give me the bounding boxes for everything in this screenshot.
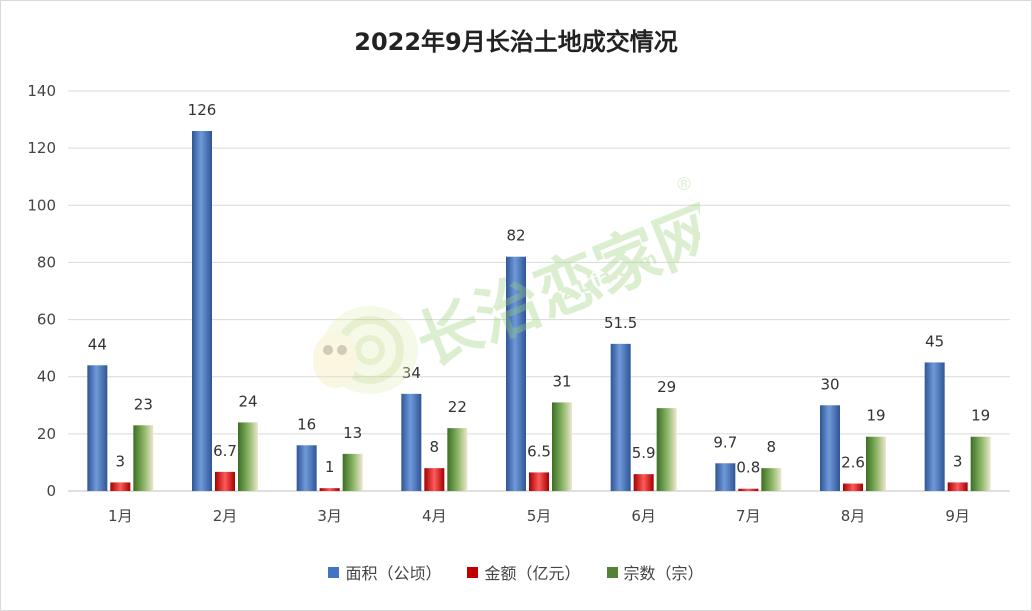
legend: 面积（公顷） 金额（亿元） 宗数（宗） [0,560,1032,584]
y-tick-label: 100 [27,196,56,214]
x-tick-label: 7月 [736,507,761,525]
data-label-s2-4: 31 [552,372,571,390]
data-label-s2-1: 24 [238,392,257,410]
legend-item-2: 宗数（宗） [606,560,704,584]
data-label-s2-5: 29 [657,378,676,396]
x-tick-label: 2月 [213,507,238,525]
legend-swatch [606,566,618,578]
legend-swatch [328,566,340,578]
bar-s2-4 [552,402,572,491]
bar-s2-7 [866,436,886,491]
bar-s0-6 [715,463,736,491]
legend-item-0: 面积（公顷） [328,560,441,584]
x-tick-label: 3月 [317,507,342,525]
bar-s1-7 [843,483,863,491]
legend-item-1: 金额（亿元） [467,560,581,584]
watermark-logo: 长治恋家网 cz.Ljia.com ® [313,174,700,394]
bar-s1-1 [215,471,235,491]
chart-title: 2022年9月长治土地成交情况 [354,28,678,56]
bar-s1-5 [633,474,654,491]
legend-swatch [467,566,479,578]
x-tick-label: 5月 [527,507,552,525]
bar-s1-0 [110,482,131,491]
bar-s0-8 [924,362,945,491]
bar-s0-4 [506,256,526,491]
bar-s1-2 [319,488,340,491]
bar-s0-5 [610,343,631,491]
bar-s2-0 [133,425,154,491]
data-label-s0-6: 9.7 [713,433,737,451]
y-tick-label: 80 [37,253,56,271]
bar-s1-6 [738,488,759,491]
data-labels: 44 3 23 126 6.7 24 16 1 13 34 8 22 82 6.5 31 51.5 5.9 29 9… [88,101,990,477]
data-label-s1-2: 1 [325,458,335,476]
data-label-s2-2: 13 [343,424,362,442]
data-label-s1-4: 6.5 [527,442,551,460]
watermark-registered-mark: ® [675,174,693,195]
bar-s1-8 [947,482,968,491]
snail-icon [313,306,418,394]
data-label-s0-4: 82 [506,227,525,245]
data-label-s2-8: 19 [971,407,990,425]
x-tick-label: 8月 [841,507,866,525]
y-tick-label: 0 [46,482,56,500]
y-tick-label: 40 [37,368,56,386]
x-tick-label: 6月 [631,507,656,525]
y-tick-label: 140 [27,82,56,100]
y-tick-label: 20 [37,425,56,443]
data-label-s0-7: 30 [820,375,839,393]
y-tick-label: 120 [27,139,56,157]
data-label-s0-8: 45 [925,332,944,350]
axes: 0 20 40 60 80 100 120 140 1月 2月 3月 4月 5月 6月 7月 8月 9月 [27,82,1010,525]
legend-label: 金额（亿元） [484,564,581,583]
data-label-s2-6: 8 [767,438,777,456]
data-label-s2-7: 19 [866,407,885,425]
bar-s0-0 [87,365,108,491]
bar-s0-3 [401,393,422,491]
data-label-s0-3: 34 [402,364,421,382]
data-label-s1-6: 0.8 [736,459,760,477]
data-label-s1-8: 3 [953,452,963,470]
data-label-s0-1: 126 [188,101,217,119]
bar-s1-4 [529,472,549,491]
grid-lines [68,90,1010,435]
data-label-s2-0: 23 [134,395,153,413]
data-label-s1-1: 6.7 [213,442,237,460]
x-tick-label: 1月 [108,507,133,525]
bar-s1-3 [424,468,445,491]
data-label-s1-7: 2.6 [841,454,865,472]
bar-s0-2 [296,445,317,491]
x-tick-label: 4月 [422,507,447,525]
bar-s2-8 [970,436,991,491]
legend-label: 面积（公顷） [345,564,442,583]
bar-s2-5 [656,408,677,491]
bar-s2-1 [238,422,258,491]
legend-label: 宗数（宗） [623,564,704,583]
data-label-s0-5: 51.5 [604,314,637,332]
data-label-s1-0: 3 [116,452,126,470]
bars [87,131,991,491]
bar-s2-3 [447,428,468,491]
data-label-s1-5: 5.9 [632,444,656,462]
y-tick-label: 60 [37,311,56,329]
data-label-s2-3: 22 [448,398,467,416]
bar-s0-7 [820,405,840,491]
x-tick-label: 9月 [945,507,970,525]
data-label-s0-2: 16 [297,415,316,433]
bar-s0-1 [192,131,212,491]
data-label-s0-0: 44 [88,335,107,353]
bar-s2-6 [761,468,782,491]
data-label-s1-3: 8 [430,438,440,456]
bar-s2-2 [342,453,363,491]
